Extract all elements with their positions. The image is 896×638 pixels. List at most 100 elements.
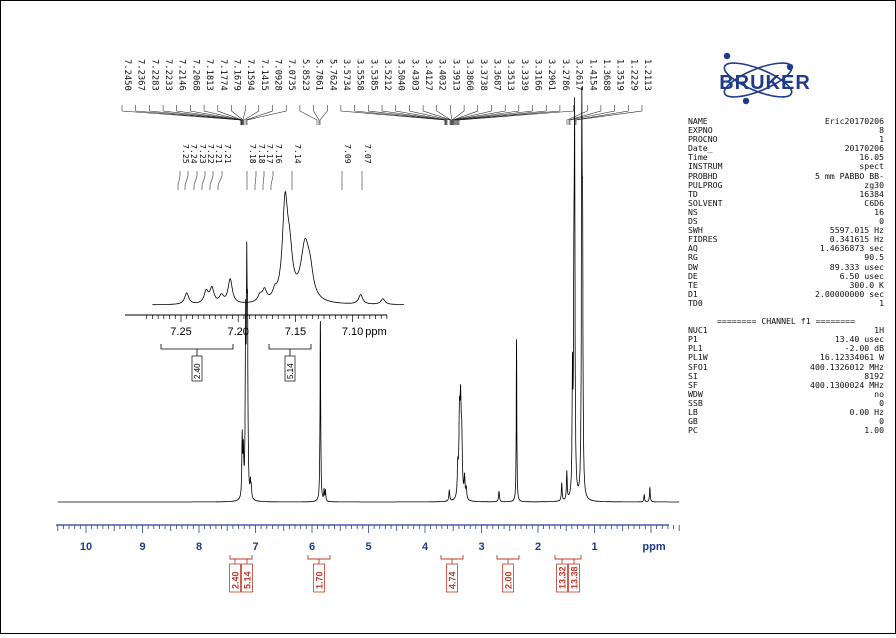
inset-peak-leader	[193, 171, 198, 190]
param-row: EXPNO 8	[688, 125, 884, 136]
integral-label: 5.14	[243, 571, 253, 589]
integral-label: 1.70	[315, 571, 325, 589]
param-key: SFO1	[688, 361, 708, 372]
peak-label-leader	[457, 105, 561, 125]
inset-peak-label: 7.14	[293, 144, 303, 164]
inset-peak-label: 7.21	[223, 144, 233, 164]
param-row: SF 400.1300024 MHz	[688, 380, 884, 390]
param-value: 13.40 usec	[834, 334, 884, 345]
param-key: SSB	[688, 397, 703, 408]
param-value: 8192	[864, 370, 884, 381]
peak-label: 3.3513	[505, 59, 515, 91]
param-row: PROCNO 1	[688, 135, 884, 144]
integral-bracket	[554, 555, 582, 560]
param-key: NUC1	[688, 325, 708, 336]
param-key: PC	[688, 425, 698, 436]
param-value: spect	[859, 161, 884, 172]
integral-label-group: 2.40 5.14 1.70 4.74 2.00 13.32 13.38	[229, 555, 582, 593]
integral-label: 13.32	[558, 566, 568, 589]
inset-peak-label: 7.25	[181, 144, 191, 164]
integral-bracket	[307, 555, 331, 560]
inset-peak-label-group: 7.257.24 7.237.227.21 7.21 7.18 7.187.17 7.16…	[177, 144, 373, 190]
param-value: zg30	[864, 179, 884, 190]
param-value: 400.1326012 MHz	[810, 361, 884, 372]
x-tick-label: 10	[80, 541, 92, 553]
param-row: P1 13.40 usec	[688, 335, 884, 344]
main-x-axis: 10 9 8 7 6 5 4 3 2 1 ppm	[56, 524, 680, 553]
inset-peak-label: 7.16	[274, 144, 284, 164]
param-value: -2.00 dB	[844, 343, 884, 354]
channel-header: ======== CHANNEL f1 ========	[716, 316, 856, 327]
param-row: RG 90.5	[688, 253, 884, 262]
integral-box	[568, 563, 580, 593]
peak-label-leader	[395, 105, 448, 125]
peak-label-leader	[243, 105, 260, 125]
peak-label: 3.4127	[423, 59, 433, 91]
peak-label: 5.8523	[300, 59, 310, 91]
main-spectrum	[57, 86, 680, 503]
peak-label: 3.2961	[546, 59, 556, 91]
param-row: PROBHD 5 mm PABBO BB-	[688, 170, 884, 181]
peak-label-leader	[454, 105, 520, 125]
peak-label-leader	[409, 105, 451, 125]
inset-x-tick-label: 7.25	[170, 326, 191, 338]
peak-label-leader	[453, 105, 506, 125]
param-value: 2.00000000 sec	[814, 288, 884, 299]
inset-peak-leader	[184, 171, 189, 190]
spectrum-trace	[57, 86, 680, 503]
param-key: PULPROG	[688, 179, 723, 190]
param-row: SOLVENT C6D6	[688, 198, 884, 208]
inset-peak-leader	[262, 171, 265, 190]
peak-label: 3.3687	[492, 59, 502, 91]
integral-box	[556, 563, 568, 593]
param-value: Eric20170206	[824, 116, 884, 126]
inset-x-tick-label: 7.20	[227, 326, 248, 338]
integral-box	[446, 563, 458, 593]
param-key: TD	[688, 188, 698, 199]
inset-integral-bracket	[268, 344, 312, 350]
param-row: SI 8192	[688, 370, 884, 381]
peak-label-leader	[217, 105, 243, 125]
peak-label: 5.7861	[314, 59, 324, 91]
param-value: 90.5	[864, 252, 884, 263]
x-axis-unit: ppm	[642, 541, 665, 553]
param-row: Time 16.05	[688, 153, 884, 162]
param-row: DS 0	[688, 216, 884, 226]
param-value: 8	[879, 125, 884, 136]
integral-bracket	[440, 555, 464, 560]
x-tick-label: 4	[422, 541, 429, 553]
peak-label: 7.0735	[286, 59, 296, 91]
peak-label: 3.3913	[450, 59, 460, 91]
param-row: TD 16384	[688, 188, 884, 199]
inset-peak-leader	[270, 171, 274, 190]
acquisition-parameters: NAME Eric20170206 EXPNO 8 PROCNO 1 Date_ 201702…	[688, 116, 884, 436]
inset-integral-label: 5.14	[286, 363, 295, 379]
param-key: TD0	[688, 297, 703, 308]
param-value: 1.4636873 sec	[819, 243, 884, 254]
inset-peak-label: 7.18	[257, 144, 267, 164]
peak-label: 3.3166	[533, 59, 543, 91]
peak-label-leader	[436, 105, 452, 125]
param-value: 0.00 Hz	[849, 407, 884, 417]
param-row: SWH 5597.015 Hz	[688, 226, 884, 235]
param-key: NAME	[688, 116, 708, 126]
peak-label: 3.4032	[437, 59, 447, 91]
peak-label: 7.2068	[190, 59, 200, 91]
param-row: TE 300.0 K	[688, 279, 884, 290]
param-key: PROBHD	[688, 170, 718, 181]
param-key: Time	[688, 152, 708, 163]
param-key: TE	[688, 279, 698, 290]
param-value: 0	[879, 416, 884, 427]
param-key: D1	[688, 288, 698, 299]
param-row: NUC1 1H	[688, 326, 884, 335]
peak-label-leader	[245, 105, 273, 125]
param-value: 16.12334061 W	[819, 352, 884, 363]
inset-x-tick-label: 7.15	[285, 326, 306, 338]
param-key: PL1	[688, 343, 703, 354]
param-value: 5 mm PABBO BB-	[814, 170, 884, 181]
peak-label: 7.2233	[163, 59, 173, 91]
x-tick-label: 8	[196, 541, 202, 553]
inset-integral-box	[191, 355, 203, 382]
integral-bracket	[496, 555, 520, 560]
param-key: FIDRES	[688, 234, 718, 245]
